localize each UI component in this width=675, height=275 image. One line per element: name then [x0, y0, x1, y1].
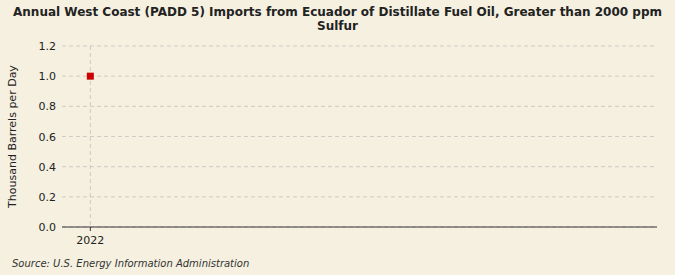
- y-tick-label: 0.8: [39, 100, 57, 113]
- source-note: Source: U.S. Energy Information Administ…: [12, 258, 249, 269]
- y-tick-label: 0.0: [39, 221, 57, 234]
- y-grid-line: [62, 196, 657, 197]
- y-axis-label: Thousand Barrels per Day: [6, 65, 19, 209]
- y-axis: 0.0 0.2 0.4 0.6 0.8 1.0 1.2: [39, 40, 57, 234]
- y-grid-line: [62, 136, 657, 137]
- chart: Annual West Coast (PADD 5) Imports from …: [0, 0, 675, 275]
- y-grid-line: [62, 46, 657, 47]
- background: [0, 0, 675, 275]
- y-grid-line: [62, 106, 657, 107]
- title-group: Annual West Coast (PADD 5) Imports from …: [13, 5, 662, 33]
- x-tick-label: 2022: [76, 234, 104, 247]
- y-tick-label: 1.2: [39, 40, 57, 53]
- title: Annual West Coast (PADD 5) Imports from …: [13, 5, 662, 33]
- x-axis: 2022: [62, 227, 657, 247]
- grid: [62, 46, 657, 227]
- y-tick-label: 0.4: [39, 161, 57, 174]
- chart-container: Annual West Coast (PADD 5) Imports from …: [0, 0, 675, 275]
- y-grid-line: [62, 166, 657, 167]
- x-tick: [90, 227, 91, 231]
- x-axis-line: [62, 227, 657, 228]
- y-grid-line: [62, 76, 657, 77]
- point: [87, 73, 94, 80]
- y-tick-label: 0.2: [39, 191, 57, 204]
- y-tick-label: 1.0: [39, 70, 57, 83]
- points: [87, 73, 94, 80]
- y-grid-line: [62, 227, 657, 228]
- y-tick-label: 0.6: [39, 131, 57, 144]
